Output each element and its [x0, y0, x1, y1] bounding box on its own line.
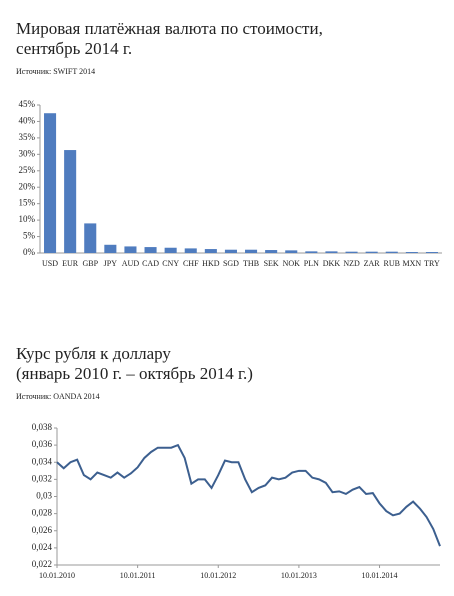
chart-source: Источник: OANDA 2014 — [16, 392, 100, 401]
bar — [124, 246, 137, 253]
x-tick-label: ZAR — [364, 259, 381, 268]
y-tick-label: 5% — [23, 231, 36, 241]
bar — [365, 251, 378, 253]
y-tick-label: 0,036 — [32, 439, 53, 449]
y-tick-label: 0,026 — [32, 525, 53, 535]
x-tick-label: 10.01.2013 — [281, 571, 317, 580]
y-tick-label: 0,028 — [32, 508, 53, 518]
x-tick-label: GBP — [82, 259, 98, 268]
y-tick-label: 0% — [23, 247, 36, 257]
y-tick-label: 40% — [19, 116, 36, 126]
x-tick-label: RUB — [384, 259, 400, 268]
bar — [325, 251, 338, 253]
y-tick-label: 30% — [19, 148, 36, 158]
chart-title: Мировая платёжная валюта по стоимости, — [16, 19, 323, 38]
bar — [224, 249, 237, 253]
x-tick-label: CNY — [162, 259, 179, 268]
bar — [104, 244, 117, 253]
y-tick-label: 0,022 — [32, 559, 52, 569]
bar — [64, 150, 77, 253]
x-tick-label: SGD — [223, 259, 239, 268]
bar — [425, 252, 438, 253]
bar — [204, 249, 217, 253]
chart-title: (январь 2010 г. – октябрь 2014 г.) — [16, 364, 253, 383]
bar — [405, 252, 418, 253]
y-tick-label: 0,032 — [32, 473, 52, 483]
y-tick-label: 15% — [19, 198, 36, 208]
bar — [285, 250, 298, 253]
bar — [305, 251, 318, 253]
x-tick-label: USD — [42, 259, 58, 268]
x-tick-label: JPY — [104, 259, 118, 268]
x-tick-label: HKD — [202, 259, 220, 268]
x-tick-label: 10.01.2014 — [362, 571, 398, 580]
chart-title: сентябрь 2014 г. — [16, 39, 132, 58]
line — [56, 443, 441, 547]
x-tick-label: DKK — [323, 259, 341, 268]
x-tick-label: 10.01.2011 — [120, 571, 156, 580]
x-tick-label: 10.01.2012 — [200, 571, 236, 580]
bar — [184, 248, 197, 253]
x-tick-label: NOK — [283, 259, 301, 268]
y-tick-label: 10% — [19, 214, 36, 224]
x-tick-label: AUD — [122, 259, 140, 268]
x-tick-label: MXN — [403, 259, 422, 268]
x-tick-label: EUR — [62, 259, 79, 268]
x-tick-label: THB — [243, 259, 259, 268]
bar — [44, 113, 57, 253]
y-tick-label: 0,034 — [32, 456, 53, 466]
x-tick-label: 10.01.2010 — [39, 571, 75, 580]
bar — [385, 251, 398, 253]
y-tick-label: 0,03 — [36, 491, 52, 501]
bar — [84, 223, 97, 253]
x-tick-label: SEK — [264, 259, 279, 268]
x-tick-label: TRY — [424, 259, 440, 268]
x-tick-label: PLN — [304, 259, 319, 268]
chart-source: Источник: SWIFT 2014 — [16, 67, 95, 76]
x-tick-label: NZD — [343, 259, 360, 268]
y-tick-label: 0,038 — [32, 422, 53, 432]
bar — [345, 251, 358, 253]
bar — [245, 249, 258, 253]
y-tick-label: 0,024 — [32, 542, 53, 552]
y-tick-label: 45% — [19, 99, 36, 109]
bar — [265, 250, 278, 253]
bar — [164, 247, 177, 253]
y-tick-label: 25% — [19, 165, 36, 175]
x-tick-label: CHF — [183, 259, 199, 268]
x-tick-label: CAD — [142, 259, 159, 268]
chart-title: Курс рубля к доллару — [16, 344, 171, 363]
bar — [144, 247, 157, 253]
y-tick-label: 20% — [19, 181, 36, 191]
y-tick-label: 35% — [19, 132, 36, 142]
